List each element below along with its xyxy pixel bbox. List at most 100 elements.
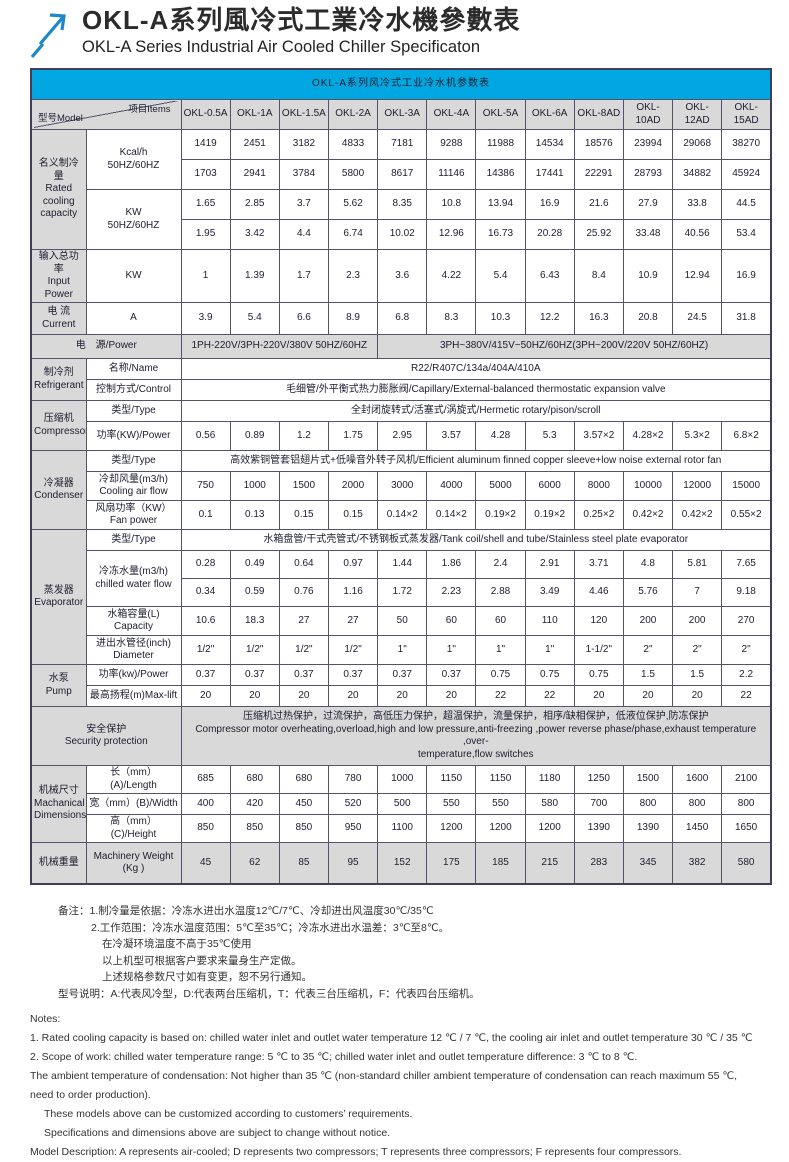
- dimension-height-cell-12: 1650: [721, 814, 772, 843]
- dimension-width-cell-12: 800: [721, 793, 772, 815]
- compressor-type-cell-1: 类型/Type: [85, 400, 182, 422]
- evaporator-flow-50hz-cell-6: 1.86: [426, 550, 477, 579]
- input-power-cell-11: 10.9: [622, 249, 674, 303]
- capacity-kcal-60hz-cell-10: 34882: [672, 159, 723, 190]
- compressor-power-cell-9: 3.57×2: [573, 421, 624, 451]
- evaporator-flow-50hz-cell-12: 7.65: [721, 550, 772, 579]
- table-row-evaporator-type: 蒸发器 Evaporator 类型/Type 水箱盘管/干式壳管式/不锈钢板式蒸发器…: [30, 529, 772, 665]
- input-power-cell-9: 6.43: [524, 249, 575, 303]
- evaporator-flow-60hz-cell-6: 2.88: [475, 578, 526, 607]
- evaporator-tank-capacity-cell-2: 18.3: [229, 606, 280, 636]
- table-row-security-protection: 安全保护 Security protection 压缩机过热保护，过流保护，高低压…: [30, 706, 772, 766]
- page-title: OKL-A系列風冷式工業冷水機參數表: [82, 5, 521, 35]
- current-cell-10: 16.3: [573, 302, 624, 335]
- condenser-fan-power-cell-10: 0.42×2: [622, 500, 674, 530]
- evaporator-pipe-diameter-cell-1: 1/2": [180, 635, 231, 665]
- compressor-power-cell-5: 2.95: [377, 421, 428, 451]
- capacity-kw-50hz-cell-5: 8.35: [377, 189, 428, 220]
- condenser-airflow-cell-12: 15000: [721, 471, 772, 501]
- table-row-power-supply: 电 源/Power 1PH-220V/3PH-220V/380V 50HZ/60H…: [30, 334, 772, 359]
- corner-items-label: 项目Items: [128, 104, 171, 115]
- capacity-kw-50hz-cell-11: 33.8: [672, 189, 723, 220]
- capacity-kcal-60hz-cell-5: 11146: [426, 159, 477, 190]
- model-header-cell-5: OKL-3A: [377, 99, 428, 130]
- machinery-weight-cell-13: 580: [721, 842, 772, 885]
- input-power-cell-4: 1.7: [278, 249, 329, 303]
- pump-max-lift-cell-1: 20: [180, 685, 231, 707]
- spec-table: OKL-A系列风冷式工业冷水机参数表 型号Model 项目Items OKL-0.5A…: [30, 68, 772, 885]
- machinery-weight-cell-2: 45: [180, 842, 231, 885]
- input-power-cell-10: 8.4: [573, 249, 624, 303]
- capacity-kw-50hz-cell-2: 2.85: [229, 189, 280, 220]
- power-supply-cell-2: 3PH~380V/415V~50HZ/60HZ(3PH~200V/220V 50…: [377, 334, 772, 359]
- capacity-kw-60hz-cell-7: 20.28: [524, 219, 575, 250]
- current-cell-9: 12.2: [524, 302, 575, 335]
- capacity-kw-60hz-cell-1: 3.42: [229, 219, 280, 250]
- input-power-cell-8: 5.4: [475, 249, 526, 303]
- table-row-machinery-weight: 机械重量 Machinery Weight (Kg ) 45 62 85 95 152 175…: [30, 842, 772, 885]
- compressor-power-cell-10: 4.28×2: [622, 421, 674, 451]
- dimension-width-cell-2: 420: [229, 793, 280, 815]
- condenser-fan-power-cell-12: 0.55×2: [721, 500, 772, 530]
- compressor-power-cell-11: 5.3×2: [672, 421, 723, 451]
- notes-chinese: 备注：1.制冷量是依据：冷冻水进出水温度12℃/7℃、冷却进出风温度30℃/35…: [30, 903, 760, 1002]
- evaporator-pipe-diameter-cell-5: 1": [377, 635, 428, 665]
- table-row-condenser-fan-power: 风扇功率（KW） Fan power 0.1 0.13 0.15 0.15 0.14×2 0…: [31, 500, 772, 530]
- dimension-width-cell-5: 500: [377, 793, 428, 815]
- pump-max-lift-cell-4: 20: [327, 685, 379, 707]
- compressor-power-cell-1: 0.56: [180, 421, 231, 451]
- table-row-compressor-type: 压缩机 Compressor 类型/Type 全封闭旋转式/活塞式/涡旋式/Herm…: [30, 400, 772, 451]
- pump-power-cell-10: 0.75: [573, 664, 624, 686]
- notes-en-line-7: Model Description: A represents air-cool…: [30, 1146, 682, 1158]
- condenser-airflow-cell-0: 冷却风量(m3/h) Cooling air flow: [85, 471, 182, 501]
- capacity-kcal-60hz-cell-9: 28793: [622, 159, 674, 190]
- table-title-bar: OKL-A系列风冷式工业冷水机参数表: [30, 68, 772, 100]
- evaporator-flow-60hz-cell-2: 0.76: [278, 578, 329, 607]
- evaporator-pipe-diameter-cell-6: 1": [426, 635, 477, 665]
- notes-zh-line-1: 备注：1.制冷量是依据：冷冻水进出水温度12℃/7℃、冷却进出风温度30℃/35…: [58, 905, 434, 917]
- evaporator-pipe-diameter-cell-4: 1/2": [327, 635, 379, 665]
- page-subtitle: OKL-A Series Industrial Air Cooled Chill…: [82, 37, 481, 56]
- current-cell-1: A: [85, 302, 182, 335]
- capacity-kw-60hz-cell-9: 33.48: [622, 219, 674, 250]
- model-header-cell-7: OKL-5A: [475, 99, 526, 130]
- capacity-kcal-50hz-cell-7: 9288: [426, 129, 477, 160]
- dimension-height-cell-5: 1100: [377, 814, 428, 843]
- model-header-cell-10: OKL-10AD: [622, 99, 674, 130]
- notes-zh-line-3: 在冷凝环境温度不高于35℃使用: [102, 938, 252, 950]
- capacity-kw-60hz-cell-2: 4.4: [278, 219, 329, 250]
- table-row-evaporator-tank-capacity: 水箱容量(L) Capacity 10.6 18.3 27 27 50 60 60 110 120…: [31, 606, 772, 636]
- up-right-arrow-logo-icon: [30, 13, 66, 59]
- input-power-cell-1: KW: [85, 249, 182, 303]
- dimension-length-cell-0: 机械尺寸 Machanical Dimensions: [30, 765, 87, 843]
- evaporator-tank-capacity-cell-6: 60: [426, 606, 477, 636]
- condenser-fan-power-cell-5: 0.14×2: [377, 500, 428, 530]
- evaporator-flow-60hz-cell-1: 0.59: [229, 578, 280, 607]
- condenser-fan-power-cell-1: 0.1: [180, 500, 231, 530]
- dimension-width-cell-3: 450: [278, 793, 329, 815]
- evaporator-flow-50hz-cell-1: 0.28: [180, 550, 231, 579]
- dimension-length-cell-1: 长（mm）(A)/Length: [85, 765, 182, 794]
- notes-en-line-1: Notes:: [30, 1013, 61, 1025]
- evaporator-flow-50hz-cell-5: 1.44: [377, 550, 428, 579]
- capacity-kw-50hz-cell-1: 1.65: [180, 189, 231, 220]
- condenser-airflow-cell-8: 6000: [524, 471, 575, 501]
- table-row-evaporator-pipe-diameter: 进出水管径(inch) Diameter 1/2" 1/2" 1/2" 1/2" 1" 1"…: [31, 635, 772, 665]
- machinery-weight-cell-4: 85: [278, 842, 329, 885]
- dimension-width-cell-8: 580: [524, 793, 575, 815]
- evaporator-flow-60hz-cell-3: 1.16: [327, 578, 379, 607]
- dimension-height-cell-1: 850: [180, 814, 231, 843]
- table-row-pump-power: 水泵 Pump 功率(kw)/Power 0.37 0.37 0.37 0.37 0.37 0…: [30, 664, 772, 707]
- table-row-model-header: 型号Model 项目Items OKL-0.5A OKL-1A OKL-1.5A OKL-…: [30, 99, 772, 130]
- condenser-airflow-cell-1: 750: [180, 471, 231, 501]
- table-row-condenser-type: 冷凝器 Condenser 类型/Type 高效紫铜管套铝翅片式+低噪音外转子风机/…: [30, 450, 772, 530]
- table-row-condenser-airflow: 冷却风量(m3/h) Cooling air flow 750 1000 1500 20…: [31, 471, 772, 501]
- capacity-kw-60hz-cell-3: 6.74: [327, 219, 379, 250]
- pump-power-cell-8: 0.75: [475, 664, 526, 686]
- condenser-airflow-cell-11: 12000: [672, 471, 723, 501]
- refrigerant-control-cell-0: 控制方式/Control: [85, 379, 182, 401]
- capacity-kcal-50hz-cell-8: 11988: [475, 129, 526, 160]
- capacity-kw-50hz-cell-10: 27.9: [622, 189, 674, 220]
- capacity-kw-60hz-cell-11: 53.4: [721, 219, 772, 250]
- current-cell-6: 6.8: [377, 302, 428, 335]
